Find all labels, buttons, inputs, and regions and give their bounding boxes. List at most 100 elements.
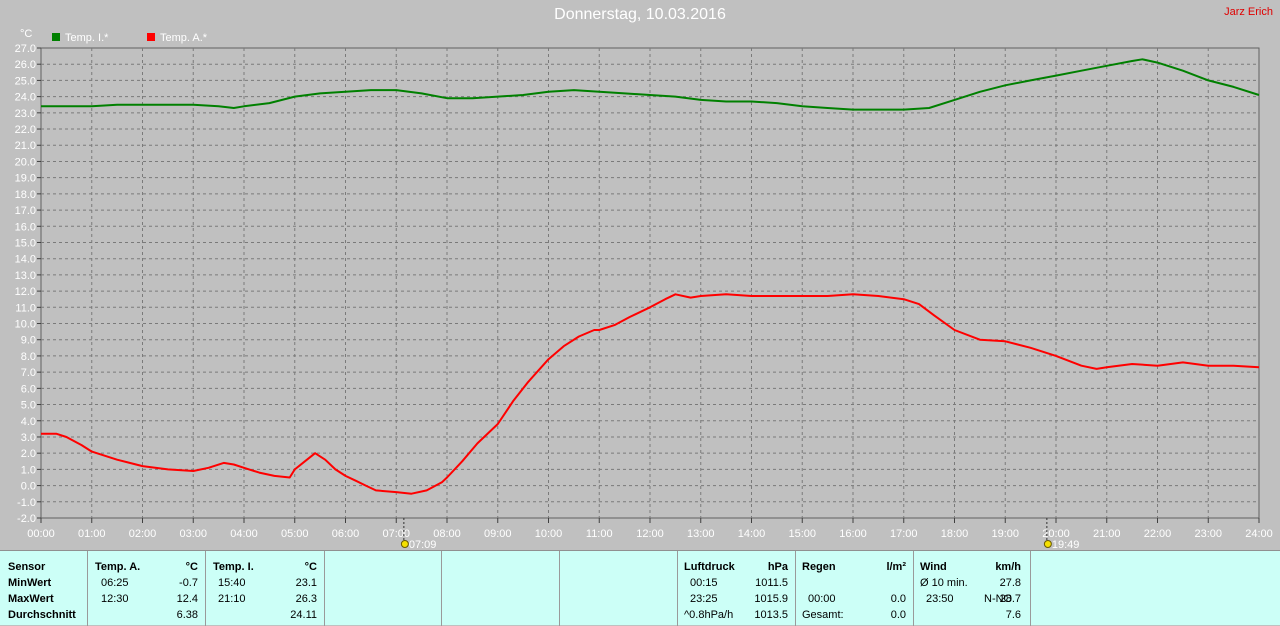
temp-a-unit: °C	[185, 561, 198, 573]
y-tick-label: 25.0	[15, 75, 36, 87]
luftdruck-max-value: 1015.9	[754, 593, 788, 605]
y-tick-label: 15.0	[15, 237, 36, 249]
wind-max-direction: N-NO	[984, 593, 1013, 605]
regen-max-value: 0.0	[890, 593, 906, 605]
y-tick-label: -1.0	[17, 497, 36, 509]
series-line-temp-outside	[41, 293, 1260, 495]
x-tick-label: 01:00	[78, 528, 106, 540]
regen-total-value: 0.0	[890, 609, 906, 621]
y-tick-label: 22.0	[15, 124, 36, 136]
y-tick-label: 13.0	[15, 270, 36, 282]
temp-i-max-value: 26.3	[295, 593, 317, 605]
y-tick-label: 3.0	[21, 432, 36, 444]
y-tick-label: 1.0	[21, 464, 36, 476]
regen-header: Regen	[802, 561, 836, 573]
x-tick-label: 14:00	[738, 528, 766, 540]
x-tick-label: 08:00	[433, 528, 461, 540]
sun-annotations: 07:09 19:49	[400, 518, 1080, 550]
temp-a-max-time: 12:30	[101, 593, 129, 605]
luftdruck-column: Luftdruck hPa 00:15 1011.5 23:25 1015.9 …	[678, 551, 796, 626]
temp-a-max-value: 12.4	[176, 593, 198, 605]
luftdruck-min-value: 1011.5	[755, 577, 788, 589]
x-tick-label: 19:00	[991, 528, 1019, 540]
temp-i-max-time: 21:10	[218, 593, 246, 605]
author-label: Jarz Erich	[1224, 6, 1273, 18]
regen-unit: l/m²	[886, 561, 906, 573]
x-tick-label: 06:00	[332, 528, 360, 540]
temp-i-average: 24.11	[290, 609, 317, 621]
y-tick-label: 26.0	[15, 59, 36, 71]
x-tick-label: 22:00	[1144, 528, 1172, 540]
x-tick-label: 17:00	[890, 528, 918, 540]
x-tick-label: 24:00	[1245, 528, 1273, 540]
x-tick-label: 00:00	[27, 528, 55, 540]
y-tick-label: 6.0	[21, 383, 36, 395]
y-tick-label: 4.0	[21, 416, 36, 428]
y-tick-label: 0.0	[21, 481, 36, 493]
x-tick-label: 03:00	[179, 528, 207, 540]
y-tick-labels: -2.0 -1.0 0.0 1.0 2.0 3.0 4.0 5.0 6.0 7.0 8.0 9.0 10…	[15, 43, 41, 525]
temp-i-column: Temp. I. °C 15:40 23.1 21:10 26.3 24.11	[206, 551, 325, 626]
temp-i-min-time: 15:40	[218, 577, 246, 589]
wind-column: Wind km/h Ø 10 min. 27.8 23:50 N-NO 28.7…	[914, 551, 1031, 626]
statistics-panel: Sensor MinWert MaxWert Durchschnitt Temp…	[0, 550, 1280, 626]
row-label-min: MinWert	[8, 577, 52, 589]
series-line-temp-inside	[41, 58, 1260, 111]
legend: Temp. I.* Temp. A.*	[52, 32, 208, 44]
y-tick-label: 9.0	[21, 335, 36, 347]
wind-avg-value: 27.8	[999, 577, 1021, 589]
regen-total-label: Gesamt:	[802, 609, 844, 621]
y-tick-label: 18.0	[15, 189, 36, 201]
luftdruck-unit: hPa	[767, 561, 788, 573]
chart-title: Donnerstag, 10.03.2016	[554, 6, 726, 23]
series-lines	[41, 58, 1260, 495]
row-label-max: MaxWert	[8, 593, 54, 605]
y-tick-label: 21.0	[15, 140, 36, 152]
wind-unit: km/h	[995, 561, 1021, 573]
luftdruck-trend-label: ^0.8hPa/h	[684, 609, 734, 621]
luftdruck-min-time: 00:15	[690, 577, 718, 589]
legend-label-temp-inside: Temp. I.*	[65, 32, 109, 44]
temp-i-unit: °C	[304, 561, 317, 573]
empty-column-3	[560, 551, 678, 626]
empty-column-1	[325, 551, 442, 626]
sunrise-icon	[400, 540, 409, 548]
wind-avg-label: Ø 10 min.	[920, 577, 968, 589]
x-tick-labels: 00:00 01:00 02:00 03:00 04:00 05:00 06:00 07:00…	[27, 518, 1273, 540]
legend-label-temp-outside: Temp. A.*	[160, 32, 208, 44]
y-tick-label: 24.0	[15, 92, 36, 104]
x-tick-label: 18:00	[941, 528, 969, 540]
x-tick-label: 16:00	[839, 528, 867, 540]
annotation-label: 19:49	[1052, 539, 1080, 550]
temp-a-average: 6.38	[176, 609, 198, 621]
sensor-header: Sensor	[8, 561, 46, 573]
y-tick-label: 14.0	[15, 254, 36, 266]
legend-swatch-temp-outside	[147, 33, 155, 41]
x-tick-label: 07:00	[382, 528, 410, 540]
x-tick-label: 12:00	[636, 528, 664, 540]
luftdruck-header: Luftdruck	[684, 561, 735, 573]
luftdruck-trend-value: 1013.5	[754, 609, 788, 621]
x-tick-label: 10:00	[535, 528, 563, 540]
y-tick-label: 20.0	[15, 156, 36, 168]
x-tick-label: 09:00	[484, 528, 512, 540]
wind-max-time: 23:50	[926, 593, 954, 605]
wind-max-value: 28.7	[999, 593, 1021, 605]
row-label-avg: Durchschnitt	[8, 609, 76, 621]
x-tick-label: 13:00	[687, 528, 715, 540]
y-tick-label: 16.0	[15, 221, 36, 233]
x-tick-label: 15:00	[788, 528, 816, 540]
regen-max-time: 00:00	[808, 593, 836, 605]
y-tick-label: 19.0	[15, 173, 36, 185]
x-tick-label: 23:00	[1194, 528, 1222, 540]
x-tick-label: 02:00	[129, 528, 157, 540]
wind-header: Wind	[920, 561, 947, 573]
y-tick-label: 10.0	[15, 319, 36, 331]
x-tick-label: 11:00	[586, 528, 613, 540]
temp-i-min-value: 23.1	[295, 577, 317, 589]
x-tick-label: 20:00	[1042, 528, 1070, 540]
y-tick-label: 23.0	[15, 108, 36, 120]
x-tick-label: 21:00	[1093, 528, 1121, 540]
x-tick-label: 04:00	[230, 528, 258, 540]
y-tick-label: 2.0	[21, 448, 36, 460]
